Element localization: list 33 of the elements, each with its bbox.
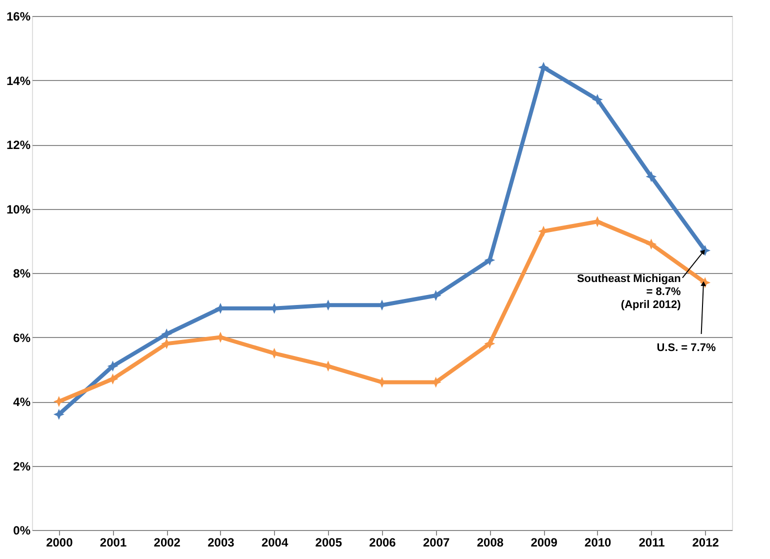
x-tick-label: 2012 — [692, 536, 720, 550]
y-tick-label: 4% — [13, 395, 31, 409]
x-tick-label: 2004 — [261, 536, 288, 550]
point — [107, 360, 118, 372]
point — [53, 396, 64, 407]
annotation: U.S. = 7.7% — [656, 342, 716, 354]
x-tick-label: 2006 — [369, 536, 396, 550]
x-tick-label: 2008 — [476, 536, 504, 550]
point — [646, 238, 657, 250]
x-tick-label: 2010 — [584, 536, 612, 550]
x-tick-label: 2007 — [422, 536, 450, 550]
annotation: Southeast Michigan = 8.7% (April 2012) — [576, 273, 682, 311]
x-tick-label: 2003 — [208, 536, 235, 550]
x-tick-label: 2005 — [315, 536, 342, 550]
y-tick-label: 8% — [13, 266, 31, 280]
y-tick-label: 16% — [6, 10, 31, 24]
y-tick-label: 0% — [13, 524, 31, 538]
x-tick-label: 2009 — [530, 536, 558, 550]
point — [484, 338, 496, 350]
y-tick-label: 12% — [6, 138, 31, 152]
y-tick-label: 6% — [13, 330, 31, 345]
point — [107, 374, 118, 384]
point — [53, 408, 64, 420]
y-tick-label: 14% — [6, 74, 31, 88]
x-tick-label: 2011 — [638, 536, 666, 550]
point — [646, 171, 657, 182]
x-tick-label: 2000 — [46, 536, 74, 550]
y-tick-label: 2% — [13, 459, 31, 474]
x-tick-label: 2002 — [154, 536, 181, 550]
point — [592, 94, 603, 105]
point — [161, 328, 172, 340]
x-tick-label: 2001 — [100, 536, 127, 550]
y-tick-label: 10% — [6, 202, 31, 216]
